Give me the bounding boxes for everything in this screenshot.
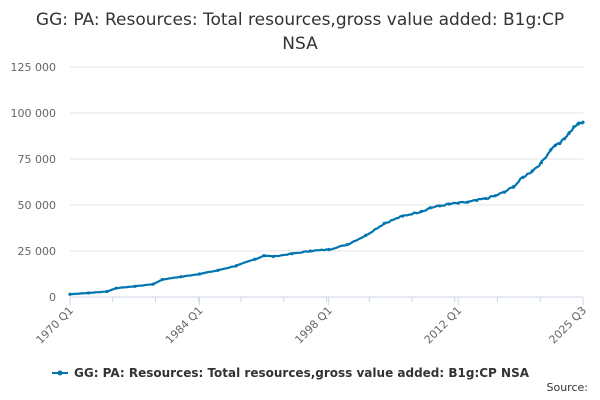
data-point[interactable] [262,254,266,258]
data-point[interactable] [428,206,433,210]
data-point[interactable] [539,161,544,165]
data-point[interactable] [447,202,451,206]
data-point[interactable] [197,272,202,276]
y-tick-label: 25 000 [18,245,57,258]
chart-title: GG: PA: Resources: Total resources,gross… [35,10,565,54]
data-point[interactable] [530,169,534,173]
data-point[interactable] [576,122,580,126]
data-point[interactable] [419,209,423,214]
data-point[interactable] [114,286,118,290]
data-point[interactable] [271,254,275,259]
data-point[interactable] [558,141,562,145]
data-point[interactable] [68,292,72,296]
legend[interactable]: GG: PA: Resources: Total resources,gross… [52,366,530,380]
data-point[interactable] [364,233,368,237]
data-point[interactable] [512,185,516,189]
data-point[interactable] [105,289,109,294]
x-tick-label: 1998 Q1 [292,304,335,347]
data-point[interactable] [234,264,238,268]
data-point[interactable] [475,198,479,202]
y-tick-label: 50 000 [18,199,57,212]
data-point[interactable] [253,257,257,261]
data-point[interactable] [572,125,576,129]
data-point[interactable] [345,242,349,247]
series-line[interactable] [69,121,584,296]
data-point[interactable] [151,282,155,286]
x-tick-label: 1970 Q1 [34,304,77,347]
grid-lines [70,66,583,298]
x-axis: 1970 Q1 1984 Q1 1998 Q1 2012 Q1 2025 Q3 [34,297,590,347]
y-axis: 0 25 000 50 000 75 000 100 000 125 000 [11,61,57,304]
data-point[interactable] [160,277,165,282]
data-point[interactable] [502,190,507,194]
x-tick-label: 2025 Q3 [547,304,590,347]
source-label: Source: [546,381,589,394]
data-point[interactable] [382,221,386,225]
data-point[interactable] [456,201,460,205]
legend-label: GG: PA: Resources: Total resources,gross… [74,366,530,380]
series-layer [68,120,585,296]
data-point[interactable] [290,252,294,256]
data-point[interactable] [493,194,497,198]
data-point[interactable] [401,214,405,218]
y-tick-label: 75 000 [18,153,57,166]
data-point[interactable] [179,275,183,279]
data-point[interactable] [553,143,557,147]
data-point[interactable] [567,131,571,135]
x-tick-label: 2012 Q1 [422,304,465,347]
data-point[interactable] [308,249,312,253]
y-tick-label: 0 [49,291,56,304]
data-point[interactable] [216,268,220,272]
y-tick-label: 125 000 [11,61,57,74]
y-tick-label: 100 000 [11,107,57,120]
data-point[interactable] [327,247,331,252]
data-point[interactable] [465,200,470,204]
data-point[interactable] [521,175,525,179]
data-point[interactable] [581,120,585,124]
data-point[interactable] [562,137,567,141]
data-point[interactable] [438,204,442,208]
data-point[interactable] [86,291,91,295]
data-point[interactable] [133,284,137,288]
data-point[interactable] [484,196,488,201]
data-point[interactable] [549,148,553,152]
legend-marker-swatch [57,370,63,376]
x-tick-label: 1984 Q1 [163,304,206,347]
